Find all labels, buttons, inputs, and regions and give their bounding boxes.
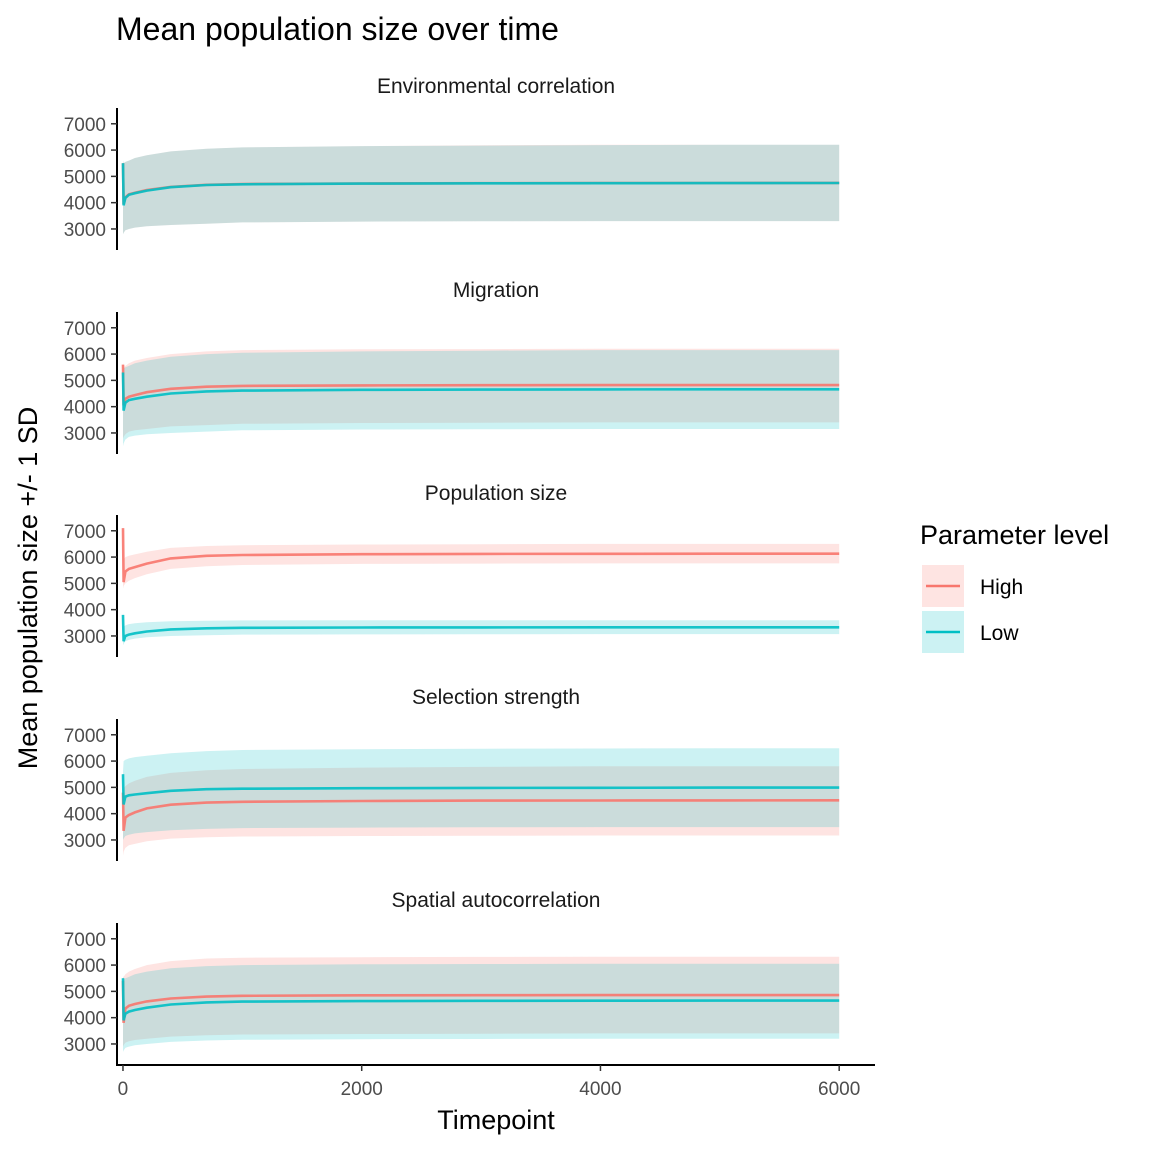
y-tick-label-selection-strength: 7000: [64, 726, 106, 747]
facet-title-migration: Migration: [453, 279, 539, 302]
y-tick-label-migration: 6000: [64, 345, 106, 366]
y-tick-label-environmental-correlation: 3000: [64, 220, 106, 241]
ribbon-population-size-high: [123, 525, 840, 589]
ribbon-migration-low: [123, 350, 840, 447]
y-tick-label-migration: 3000: [64, 424, 106, 445]
ribbon-selection-strength-low: [123, 748, 840, 840]
mean-line-migration-high: [121, 364, 840, 406]
legend-entry-low: Low: [922, 611, 1019, 653]
legend-title: Parameter level: [920, 520, 1109, 550]
y-tick-label-spatial-autocorrelation: 5000: [64, 982, 106, 1003]
y-tick-label-spatial-autocorrelation: 3000: [64, 1035, 106, 1056]
legend: Parameter level High Low: [920, 520, 1109, 653]
y-tick-label-population-size: 4000: [64, 601, 106, 622]
x-tick-label: 2000: [341, 1079, 383, 1100]
facet-panel-population-size: Population size 3000 4000 5000 6000 7000: [64, 482, 840, 657]
y-tick-label-population-size: 7000: [64, 522, 106, 543]
y-axis-title: Mean population size +/- 1 SD: [13, 407, 43, 769]
ribbon-environmental-correlation-low: [123, 144, 840, 235]
y-tick-label-migration: 7000: [64, 319, 106, 340]
mean-line-spatial-autocorrelation-high: [121, 980, 840, 1024]
x-axis: 0 2000 4000 6000: [116, 1064, 875, 1100]
y-tick-label-migration: 5000: [64, 371, 106, 392]
y-tick-label-environmental-correlation: 5000: [64, 167, 106, 188]
facet-title-selection-strength: Selection strength: [412, 686, 580, 709]
y-tick-label-spatial-autocorrelation: 6000: [64, 956, 106, 977]
facet-title-population-size: Population size: [425, 482, 567, 505]
ribbon-migration-high: [123, 348, 840, 439]
legend-entries: High Low: [922, 565, 1023, 653]
facet-panels: Environmental correlation 3000 4000 5000 600…: [64, 75, 840, 1065]
legend-label-low: Low: [980, 622, 1019, 645]
y-tick-label-spatial-autocorrelation: 4000: [64, 1009, 106, 1030]
mean-line-environmental-correlation-low: [121, 163, 840, 206]
facet-panel-migration: Migration 3000 4000 5000 6000 7000: [64, 279, 840, 454]
y-tick-label-migration: 4000: [64, 398, 106, 419]
facet-panel-selection-strength: Selection strength 3000 4000 5000 6000 7000: [64, 686, 840, 861]
mean-line-population-size-high: [121, 528, 840, 583]
legend-entry-high: High: [922, 565, 1023, 607]
y-tick-label-environmental-correlation: 4000: [64, 194, 106, 215]
y-tick-label-population-size: 6000: [64, 548, 106, 569]
facet-title-environmental-correlation: Environmental correlation: [377, 75, 615, 98]
mean-line-population-size-low: [121, 614, 840, 642]
x-tick-label: 6000: [818, 1079, 860, 1100]
mean-line-selection-strength-high: [121, 792, 840, 831]
y-tick-label-selection-strength: 3000: [64, 831, 106, 852]
chart-title: Mean population size over time: [116, 11, 559, 47]
x-tick-label: 4000: [579, 1079, 621, 1100]
y-tick-label-environmental-correlation: 7000: [64, 115, 106, 136]
mean-line-selection-strength-low: [121, 774, 840, 805]
ribbon-environmental-correlation-high: [123, 144, 840, 235]
y-tick-label-environmental-correlation: 6000: [64, 141, 106, 162]
y-tick-label-selection-strength: 4000: [64, 805, 106, 826]
legend-label-high: High: [980, 576, 1023, 599]
facet-panel-spatial-autocorrelation: Spatial autocorrelation 3000 4000 5000 6000 7…: [64, 889, 840, 1065]
y-tick-label-spatial-autocorrelation: 7000: [64, 930, 106, 951]
x-tick-label: 0: [118, 1079, 129, 1100]
y-tick-label-selection-strength: 6000: [64, 752, 106, 773]
ribbon-spatial-autocorrelation-low: [123, 963, 840, 1052]
x-axis-title: Timepoint: [437, 1105, 555, 1135]
mean-line-spatial-autocorrelation-low: [121, 978, 840, 1021]
facet-panel-environmental-correlation: Environmental correlation 3000 4000 5000 600…: [64, 75, 840, 250]
y-tick-label-selection-strength: 5000: [64, 778, 106, 799]
facet-title-spatial-autocorrelation: Spatial autocorrelation: [392, 889, 601, 912]
ribbon-population-size-low: [123, 612, 840, 646]
y-tick-label-population-size: 3000: [64, 627, 106, 648]
mean-line-migration-low: [121, 372, 840, 411]
y-tick-label-population-size: 5000: [64, 574, 106, 595]
